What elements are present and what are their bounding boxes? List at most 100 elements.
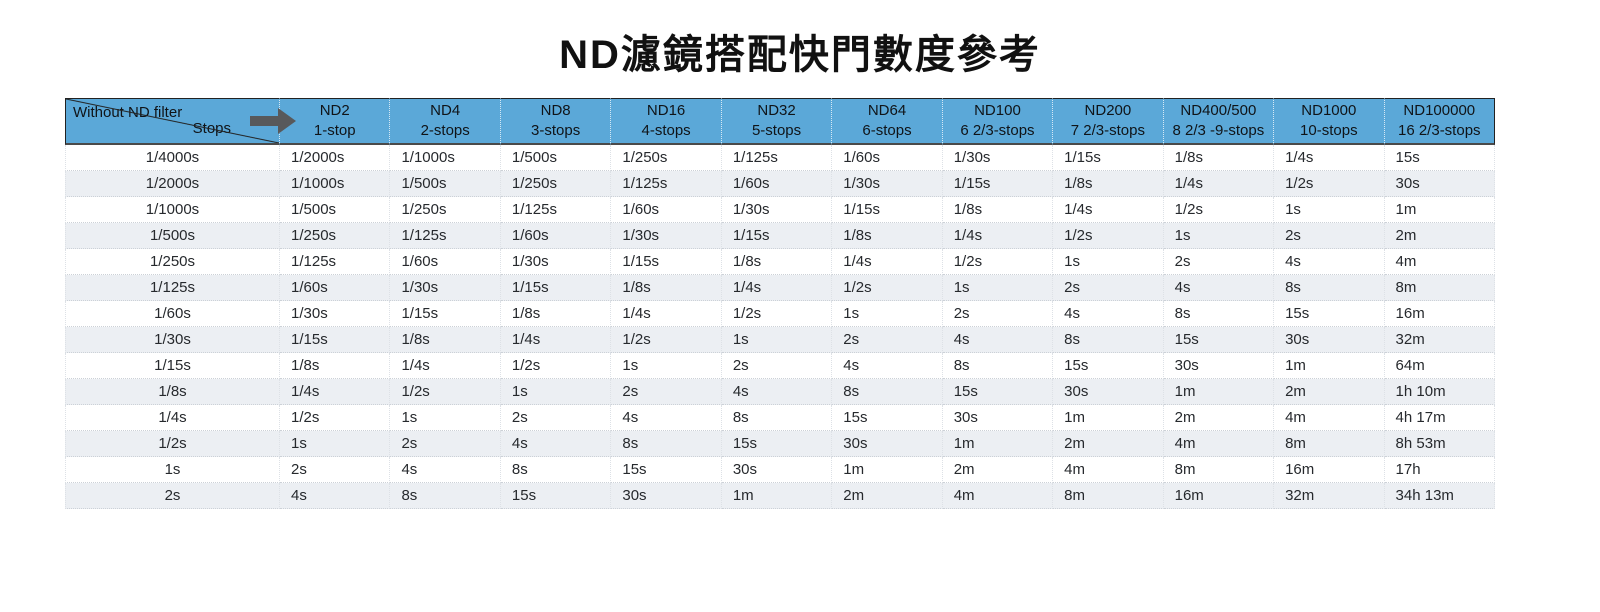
shutter-cell: 1m — [1274, 353, 1385, 379]
shutter-cell: 1/125s — [611, 171, 722, 197]
shutter-cell: 1/4s — [832, 249, 943, 275]
base-shutter-cell: 1/30s — [65, 327, 280, 353]
base-shutter-cell: 1/125s — [65, 275, 280, 301]
column-stops: 3-stops — [531, 122, 581, 139]
shutter-cell: 1m — [1053, 405, 1164, 431]
corner-header-cell: Without ND filter Stops — [65, 98, 296, 145]
shutter-cell: 1/60s — [390, 249, 501, 275]
column-stops: 7 2/3-stops — [1070, 122, 1145, 139]
column-name: ND8 — [540, 102, 571, 119]
shutter-cell: 1m — [832, 457, 943, 483]
shutter-cell: 1/30s — [500, 249, 612, 275]
shutter-cell: 4s — [611, 405, 722, 431]
shutter-cell: 8s — [390, 483, 501, 509]
column-name: ND32 — [757, 102, 796, 119]
shutter-cell: 4s — [1274, 249, 1385, 275]
shutter-cell: 1/15s — [721, 223, 833, 249]
shutter-cell: 30s — [942, 405, 1054, 431]
base-shutter-cell: 1/250s — [65, 249, 280, 275]
shutter-cell: 1/30s — [832, 171, 943, 197]
column-header-nd100000: ND100000 16 2/3-stops — [1384, 98, 1495, 145]
shutter-cell: 1m — [1163, 379, 1275, 405]
shutter-cell: 4s — [500, 431, 612, 457]
shutter-cell: 1/4s — [1163, 171, 1275, 197]
shutter-cell: 1s — [280, 431, 391, 457]
column-stops: 6 2/3-stops — [960, 122, 1035, 139]
table-row: 1/2s 1s 2s 4s 8s 15s 30s 1m 2m 4m 8m 8h 53m — [65, 431, 1495, 457]
shutter-cell: 64m — [1384, 353, 1495, 379]
column-name: ND16 — [646, 102, 686, 119]
shutter-cell: 8m — [1274, 431, 1385, 457]
shutter-cell: 8m — [1163, 457, 1275, 483]
shutter-cell: 1/30s — [942, 145, 1054, 171]
shutter-cell: 15s — [1163, 327, 1275, 353]
column-name: ND100 — [974, 102, 1021, 119]
table-row: 2s 4s 8s 15s 30s 1m 2m 4m 8m 16m 32m 34h 13m — [65, 483, 1495, 509]
shutter-cell: 8s — [1163, 301, 1275, 327]
column-header-nd64: ND64 6-stops — [832, 98, 943, 145]
shutter-cell: 4s — [942, 327, 1054, 353]
shutter-cell: 15s — [611, 457, 722, 483]
shutter-cell: 17h — [1384, 457, 1495, 483]
header-row: Without ND filter Stops ND2 1-stop ND4 2-st… — [65, 98, 1495, 145]
shutter-cell: 30s — [1053, 379, 1164, 405]
shutter-cell: 1/8s — [1163, 145, 1275, 171]
table-row: 1/1000s 1/500s 1/250s 1/125s 1/60s 1/30s 1/15s… — [65, 197, 1495, 223]
shutter-cell: 8s — [942, 353, 1054, 379]
shutter-cell: 1/8s — [1053, 171, 1164, 197]
shutter-cell: 1/60s — [832, 145, 943, 171]
shutter-cell: 4m — [1163, 431, 1275, 457]
shutter-cell: 2m — [832, 483, 943, 509]
base-shutter-cell: 1/4000s — [65, 145, 280, 171]
shutter-cell: 1/4s — [1274, 145, 1385, 171]
shutter-cell: 1/8s — [500, 301, 612, 327]
column-header-nd8: ND8 3-stops — [500, 98, 612, 145]
shutter-cell: 1/8s — [611, 275, 722, 301]
shutter-cell: 4s — [390, 457, 501, 483]
shutter-cell: 8s — [611, 431, 722, 457]
shutter-cell: 15s — [1053, 353, 1164, 379]
shutter-cell: 2s — [500, 405, 612, 431]
shutter-cell: 15s — [832, 405, 943, 431]
shutter-cell: 1/30s — [721, 197, 833, 223]
table-header: Without ND filter Stops ND2 1-stop ND4 2-st… — [65, 98, 1495, 145]
shutter-cell: 1/1000s — [390, 145, 501, 171]
base-shutter-cell: 1/8s — [65, 379, 280, 405]
shutter-cell: 4s — [1163, 275, 1275, 301]
shutter-cell: 1/2s — [500, 353, 612, 379]
shutter-cell: 2m — [942, 457, 1054, 483]
shutter-cell: 1s — [942, 275, 1054, 301]
shutter-cell: 1s — [721, 327, 833, 353]
shutter-cell: 1/250s — [390, 197, 501, 223]
shutter-cell: 1/125s — [500, 197, 612, 223]
shutter-cell: 16m — [1384, 301, 1495, 327]
shutter-cell: 1/15s — [942, 171, 1054, 197]
shutter-cell: 4m — [1274, 405, 1385, 431]
shutter-cell: 1h 10m — [1384, 379, 1495, 405]
shutter-cell: 1/30s — [390, 275, 501, 301]
table-row: 1/4000s 1/2000s 1/1000s 1/500s 1/250s 1/125s 1… — [65, 145, 1495, 171]
shutter-cell: 1/2s — [611, 327, 722, 353]
base-shutter-cell: 2s — [65, 483, 280, 509]
shutter-cell: 2s — [280, 457, 391, 483]
shutter-cell: 8m — [1384, 275, 1495, 301]
shutter-cell: 30s — [1274, 327, 1385, 353]
shutter-cell: 8s — [500, 457, 612, 483]
shutter-cell: 1s — [500, 379, 612, 405]
shutter-cell: 4s — [1053, 301, 1164, 327]
shutter-cell: 1s — [611, 353, 722, 379]
shutter-cell: 15s — [1274, 301, 1385, 327]
shutter-cell: 30s — [1384, 171, 1495, 197]
shutter-cell: 1/500s — [390, 171, 501, 197]
shutter-cell: 15s — [1384, 145, 1495, 171]
shutter-cell: 1/2000s — [280, 145, 391, 171]
table-row: 1/4s 1/2s 1s 2s 4s 8s 15s 30s 1m 2m 4m 4h 17m — [65, 405, 1495, 431]
shutter-cell: 1/15s — [1053, 145, 1164, 171]
shutter-cell: 1/2s — [1274, 171, 1385, 197]
shutter-cell: 1/250s — [611, 145, 722, 171]
shutter-cell: 1s — [1274, 197, 1385, 223]
stops-label: Stops — [192, 120, 231, 137]
table-row: 1/60s 1/30s 1/15s 1/8s 1/4s 1/2s 1s 2s 4s 8s 15s 16… — [65, 301, 1495, 327]
shutter-cell: 1/2s — [721, 301, 833, 327]
base-shutter-cell: 1/2s — [65, 431, 280, 457]
